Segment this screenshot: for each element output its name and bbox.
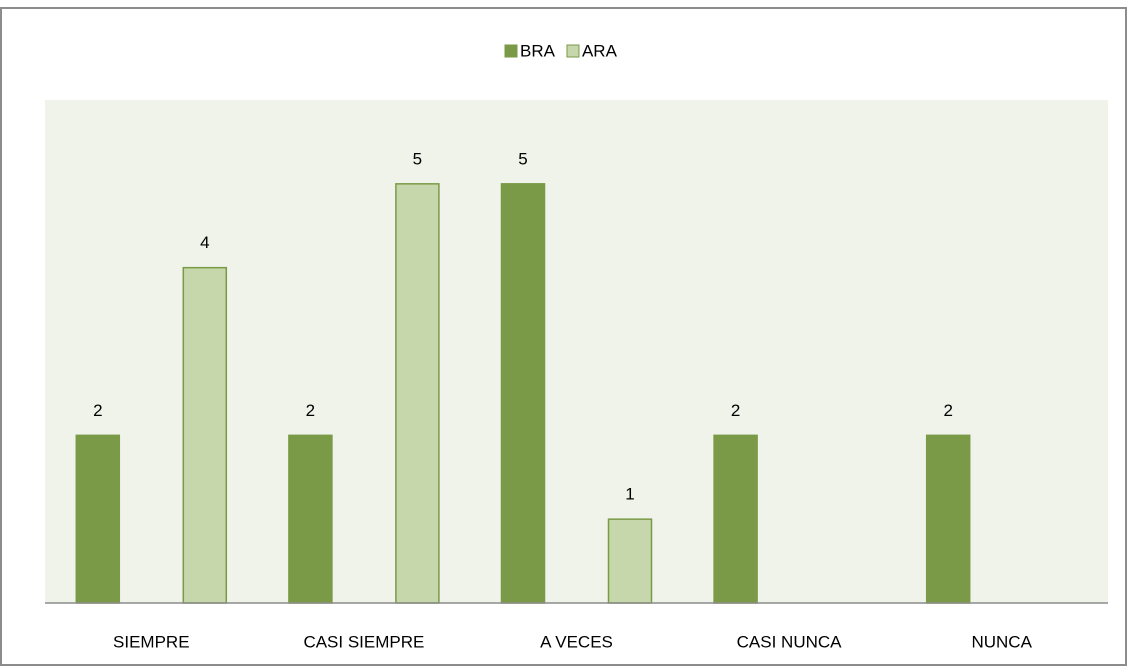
legend-swatch — [566, 44, 580, 58]
x-tick-label: CASI NUNCA — [737, 632, 843, 651]
data-label: 2 — [943, 401, 952, 420]
legend-label: BRA — [520, 41, 556, 60]
data-label: 1 — [625, 485, 634, 504]
data-label: 2 — [306, 401, 315, 420]
data-label: 2 — [731, 401, 740, 420]
bar — [925, 434, 971, 604]
bar — [182, 266, 228, 604]
bar — [500, 183, 546, 604]
data-label: 4 — [200, 233, 209, 252]
data-label: 5 — [518, 149, 527, 168]
bar — [288, 434, 333, 604]
legend-swatch — [504, 44, 518, 58]
data-label: 2 — [93, 401, 102, 420]
x-tick-label: NUNCA — [971, 632, 1032, 651]
bar — [75, 434, 121, 604]
x-tick-label: A VECES — [540, 632, 613, 651]
data-label: 5 — [413, 149, 422, 168]
legend-label: ARA — [582, 41, 618, 60]
bar — [713, 434, 758, 604]
x-tick-label: CASI SIEMPRE — [303, 632, 424, 651]
bar — [607, 518, 653, 604]
bar — [395, 183, 440, 604]
x-tick-label: SIEMPRE — [113, 632, 190, 651]
